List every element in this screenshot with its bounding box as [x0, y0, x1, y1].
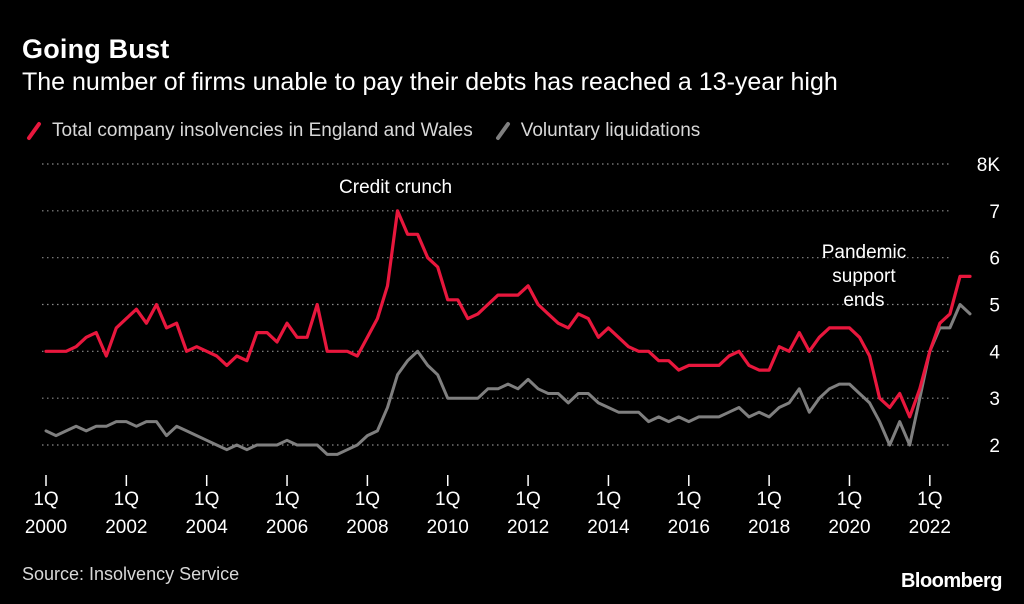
- legend-label-voluntary: Voluntary liquidations: [520, 120, 701, 141]
- annotation-credit-crunch: Credit crunch: [339, 177, 452, 198]
- x-tick-quarter: 1Q: [355, 489, 380, 510]
- y-tick-label: 4: [989, 342, 1000, 363]
- x-tick-year: 2002: [105, 517, 147, 538]
- x-tick-year: 2022: [909, 517, 951, 538]
- x-tick-year: 2004: [186, 517, 229, 538]
- x-tick-quarter: 1Q: [917, 489, 942, 510]
- annotation-pandemic-line: support: [832, 266, 896, 287]
- x-tick-quarter: 1Q: [756, 489, 781, 510]
- series-layer: [44, 209, 972, 456]
- y-tick-label: 7: [989, 202, 1000, 223]
- legend: Total company insolvencies in England an…: [26, 120, 722, 142]
- x-tick-year: 2012: [507, 517, 549, 538]
- y-tick-label: 2: [989, 436, 1000, 457]
- y-tick-label: 8K: [977, 155, 1001, 176]
- annotation-pandemic-line: Pandemic: [822, 242, 907, 263]
- x-tick-quarter: 1Q: [515, 489, 540, 510]
- x-tick-quarter: 1Q: [274, 489, 299, 510]
- x-tick-quarter: 1Q: [435, 489, 460, 510]
- grid-layer: [42, 163, 952, 446]
- x-tick-year: 2006: [266, 517, 308, 538]
- chart-subtitle: The number of firms unable to pay their …: [22, 68, 838, 96]
- legend-item-voluntary: Voluntary liquidations: [495, 120, 701, 142]
- x-tick-year: 2016: [668, 517, 710, 538]
- x-tick-year: 2020: [828, 517, 870, 538]
- legend-swatch-total: [27, 122, 41, 140]
- x-tick-year: 2018: [748, 517, 790, 538]
- y-tick-label: 5: [989, 296, 1000, 317]
- bloomberg-logo: Bloomberg: [900, 570, 1003, 592]
- y-tick-label: 3: [989, 389, 1000, 410]
- x-tick-year: 2000: [25, 517, 67, 538]
- annotation-pandemic-line: ends: [843, 290, 884, 311]
- x-axis-labels: 1Q 2000 1Q 2002 1Q 2004 1Q 2006 1Q 2008 1Q 2010 1Q 20…: [25, 475, 951, 538]
- x-tick-quarter: 1Q: [194, 489, 219, 510]
- source-note: Source: Insolvency Service: [22, 564, 240, 584]
- legend-swatch-voluntary: [495, 122, 510, 140]
- x-tick-year: 2008: [346, 517, 388, 538]
- legend-label-total: Total company insolvencies in England an…: [52, 120, 473, 141]
- x-tick-quarter: 1Q: [596, 489, 621, 510]
- x-tick-quarter: 1Q: [114, 489, 139, 510]
- y-axis-labels: 2 3 4 5 6 7 8K: [977, 155, 1001, 457]
- chart-title: Going Bust: [22, 34, 170, 64]
- x-tick-year: 2014: [587, 517, 630, 538]
- legend-item-total: Total company insolvencies in England an…: [26, 120, 473, 142]
- series-line-total: [44, 209, 972, 419]
- x-tick-year: 2010: [427, 517, 469, 538]
- x-tick-quarter: 1Q: [33, 489, 58, 510]
- y-tick-label: 6: [989, 249, 1000, 270]
- series-line-voluntary: [44, 303, 972, 456]
- x-tick-quarter: 1Q: [676, 489, 701, 510]
- annotation-layer: Credit crunch Pandemic support ends: [339, 177, 906, 311]
- x-tick-quarter: 1Q: [837, 489, 862, 510]
